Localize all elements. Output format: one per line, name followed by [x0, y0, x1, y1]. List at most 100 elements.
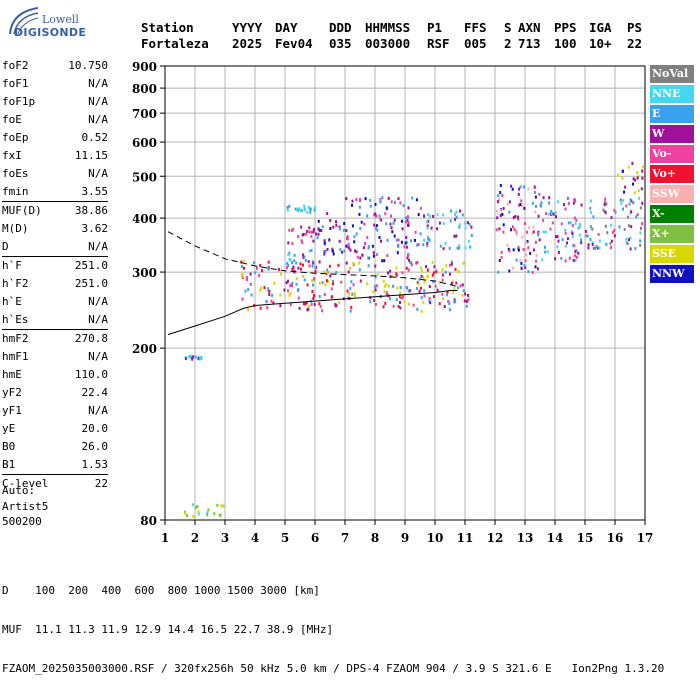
echo-point [407, 206, 410, 210]
echo-point [343, 222, 346, 225]
header-label-9: PPS [554, 20, 577, 35]
file-info-row: FZAOM_2025035003000.RSF / 320fx256h 50 k… [2, 662, 665, 675]
echo-point [338, 225, 341, 229]
parameter-panel: foF2 10.750 foF1 N/A foF1p N/A foE N/A foEp 0.52 f… [2, 57, 108, 493]
echo-point [538, 238, 541, 242]
echo-point [426, 220, 429, 224]
echo-point [314, 269, 317, 273]
echo-point [415, 198, 418, 202]
echo-point [366, 214, 369, 218]
echo-point [551, 212, 553, 215]
echo-point [355, 250, 358, 254]
echo-point [242, 275, 245, 279]
echo-point [401, 271, 404, 275]
echo-point [523, 206, 526, 210]
echo-point [630, 210, 633, 214]
echo-point [620, 202, 623, 205]
echo-point [625, 241, 628, 245]
echo-point [623, 190, 625, 194]
echo-point [392, 221, 395, 225]
echo-point [632, 201, 635, 205]
echo-point [383, 284, 386, 288]
echo-point [305, 232, 308, 236]
legend-nnw: NNW [650, 265, 694, 283]
header-value-10: 10+ [589, 36, 612, 51]
echo-point [386, 238, 389, 242]
echo-point [273, 281, 275, 285]
echo-point [533, 185, 536, 189]
header-label-10: IGA [589, 20, 612, 35]
echo-point [614, 210, 617, 214]
echo-point [387, 271, 389, 275]
echo-point [564, 259, 567, 263]
echo-point [321, 281, 324, 285]
echo-point [268, 289, 271, 293]
echo-point [346, 289, 349, 293]
echo-point [454, 213, 456, 217]
echo-point [265, 299, 268, 303]
echo-point [197, 357, 200, 361]
echo-point [295, 277, 298, 281]
echo-point [433, 295, 435, 298]
echo-point [629, 236, 632, 240]
x-tick-label: 5 [281, 531, 289, 545]
echo-point [500, 255, 503, 259]
echo-point [378, 214, 381, 218]
echo-point [523, 264, 526, 267]
echo-point [399, 295, 402, 299]
echo-point [453, 299, 456, 303]
echo-point [331, 249, 334, 253]
echo-point [372, 251, 375, 255]
echo-point [355, 232, 358, 236]
echo-point [414, 230, 417, 234]
profile-dashed-line [167, 231, 458, 287]
echo-point [287, 279, 289, 283]
echo-point [499, 208, 502, 212]
echo-point [497, 194, 500, 198]
echo-point [639, 231, 642, 235]
echo-point [292, 227, 295, 231]
echo-point [541, 258, 544, 262]
echo-point [537, 214, 540, 218]
lowell-digisonde-logo: Lowell DIGISONDE [4, 4, 86, 44]
echo-point [245, 278, 248, 281]
echo-point [366, 282, 369, 286]
legend-sse: SSE [650, 245, 694, 263]
echo-point [640, 187, 643, 191]
x-tick-label: 11 [457, 531, 474, 545]
echo-point [508, 210, 511, 214]
echo-point [586, 234, 589, 238]
echo-point [359, 227, 362, 230]
x-tick-label: 15 [577, 531, 594, 545]
echo-point [349, 248, 352, 252]
echo-point [539, 203, 541, 207]
echo-point [307, 205, 310, 209]
echo-point [335, 223, 338, 227]
echo-point [326, 247, 329, 251]
echo-point [358, 261, 361, 265]
echo-point [556, 245, 559, 249]
echo-point [194, 506, 197, 510]
echo-point [267, 267, 270, 271]
echo-point [561, 238, 564, 241]
echo-point [458, 225, 461, 229]
echo-point [566, 196, 569, 200]
echo-point [345, 244, 348, 248]
echo-point [378, 236, 381, 239]
echo-point [506, 202, 509, 206]
echo-point [423, 238, 426, 242]
echo-point [240, 260, 243, 264]
echo-point [627, 215, 630, 219]
echo-point [288, 204, 291, 208]
echo-point [567, 202, 570, 205]
echo-point [326, 212, 329, 215]
header-label-1: YYYY [232, 20, 263, 35]
echo-point [291, 281, 294, 285]
echo-point [549, 227, 552, 231]
echo-point [621, 176, 624, 180]
echo-point [305, 301, 308, 305]
echo-point [303, 204, 306, 208]
param-row: hmF2 270.8 [2, 330, 108, 348]
echo-point [447, 300, 450, 303]
echo-point [441, 268, 444, 272]
